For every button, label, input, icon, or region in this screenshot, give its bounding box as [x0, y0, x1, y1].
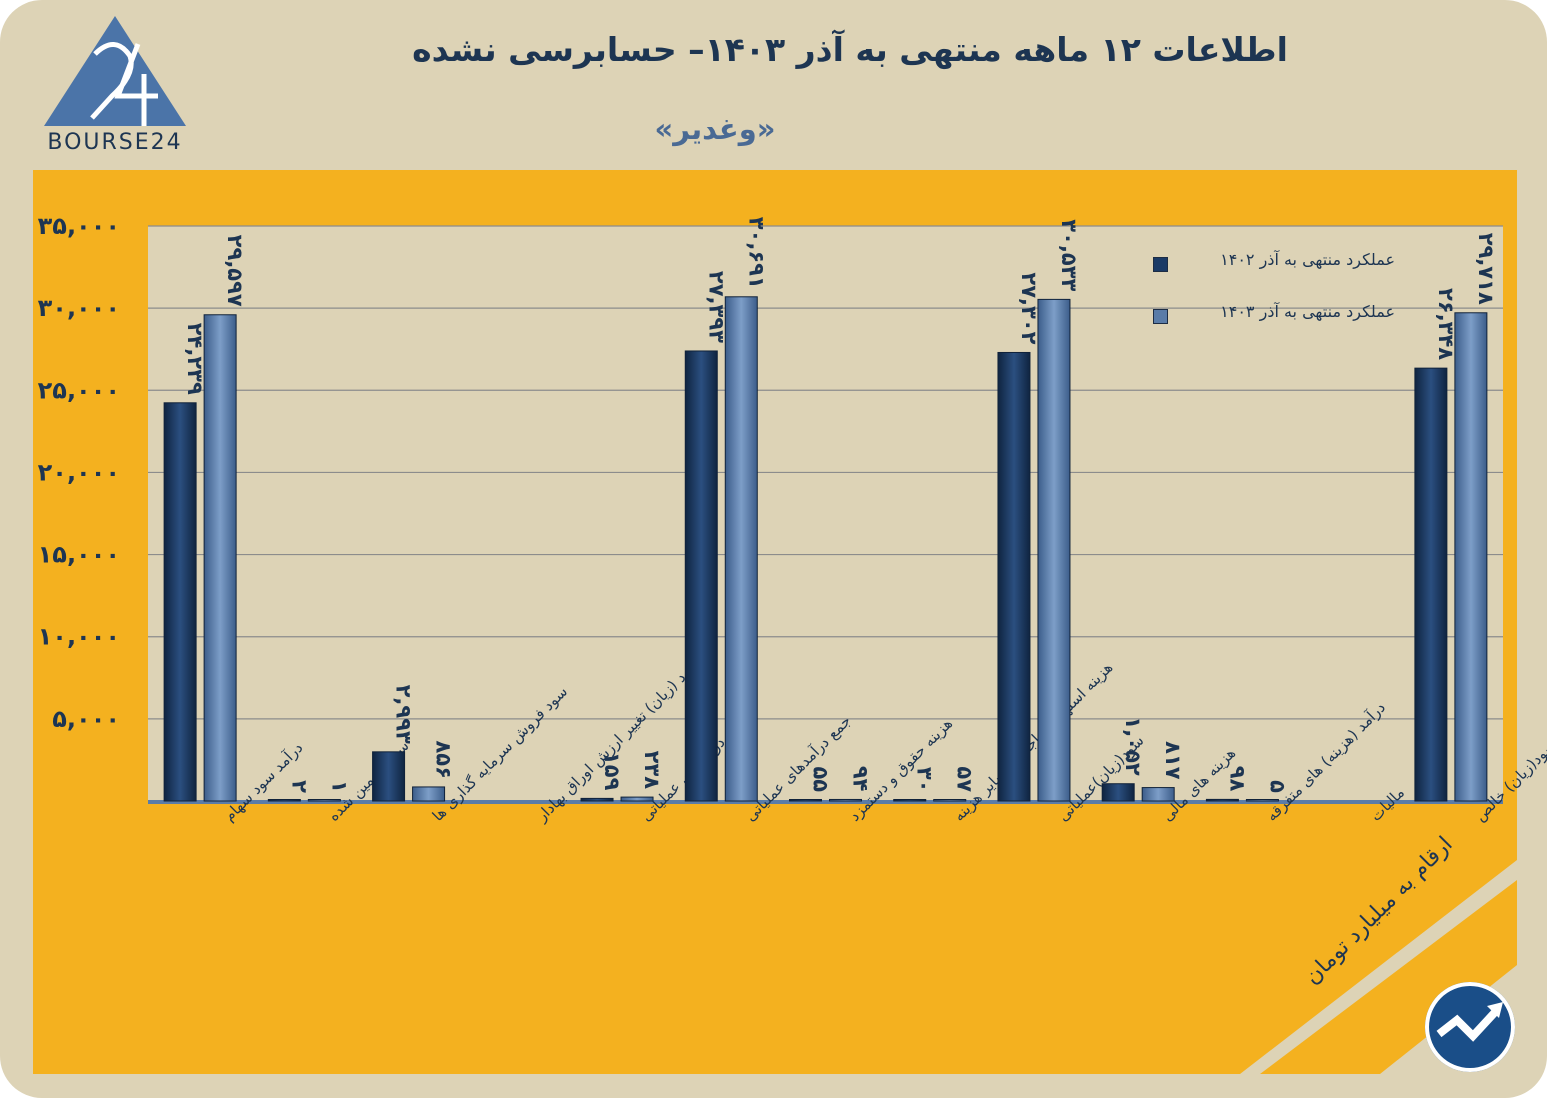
bar-series-2: [829, 798, 862, 802]
data-label-series-1: ۲۶,۳۴۸: [1434, 288, 1458, 360]
trend-badge-icon: [1425, 982, 1515, 1072]
y-tick-label: ۲۵,۰۰۰: [38, 376, 120, 404]
y-tick-label: ۳۵,۰۰۰: [38, 212, 120, 240]
data-label-series-1: ۹۸: [1225, 766, 1249, 792]
bar-series-2: [620, 796, 654, 802]
bar-series-2: [724, 296, 758, 802]
y-tick-label: ۱۰,۰۰۰: [38, 623, 120, 651]
chart-legend: عملکرد منتهی به آذر ۱۴۰۲ عملکرد منتهی به…: [1150, 248, 1395, 352]
data-label-series-1: ۲۷,۳۹۳: [704, 271, 728, 343]
data-label-series-1: ۲۴,۲۳۹: [183, 323, 207, 395]
bar-series-1: [684, 350, 718, 802]
legend-label-series-2: عملکرد منتهی به آذر ۱۴۰۳: [1220, 302, 1395, 321]
bar-series-2: [1037, 298, 1071, 802]
plot-area: [148, 226, 1503, 801]
data-label-series-2: ۸۱۷: [1161, 741, 1185, 780]
data-label-series-2: ۱: [327, 780, 351, 793]
bar-series-2: [307, 799, 341, 802]
bar-series-1: [267, 799, 301, 802]
data-label-series-2: ۲۳۸: [640, 751, 664, 790]
data-label-series-1: ۲,۹۹۳: [392, 685, 416, 744]
data-label-series-1: ۳۰: [913, 767, 937, 793]
bar-series-1: [1101, 783, 1135, 802]
data-label-series-2: ۹۴: [849, 766, 873, 792]
bar-series-2: [1454, 312, 1488, 802]
bourse24-logo-icon: [44, 16, 186, 126]
data-label-series-1: ۱۵۹: [600, 752, 624, 791]
trend-arrow-icon: [1436, 1002, 1503, 1042]
legend-label-series-1: عملکرد منتهی به آذر ۱۴۰۲: [1220, 250, 1395, 269]
bar-series-1: [580, 797, 614, 802]
data-label-series-2: ۳۰,۶۹۱: [744, 217, 768, 289]
legend-item-series-1: عملکرد منتهی به آذر ۱۴۰۲: [1150, 248, 1395, 278]
bar-series-1: [372, 751, 406, 802]
data-label-series-2: ۵: [1265, 780, 1289, 793]
bar-series-2: [1141, 787, 1175, 802]
data-label-series-2: ۲۹,۵۹۷: [223, 235, 247, 307]
chart-subtitle: «وغدیر»: [654, 112, 776, 146]
data-label-series-2: ۸۵۶: [432, 740, 456, 778]
y-tick-label: ۲۰,۰۰۰: [38, 458, 120, 486]
bar-series-1: [1205, 798, 1239, 802]
y-tick-label: ۳۰,۰۰۰: [38, 294, 120, 322]
bar-series-1: [893, 799, 927, 802]
logo-text: BOURSE24: [47, 130, 183, 155]
bar-series-2: [933, 799, 967, 802]
data-label-series-1: ۵۵: [809, 766, 833, 792]
data-label-series-1: ۱,۰۵۲: [1121, 716, 1145, 775]
data-label-series-2: ۳۰,۵۳۳: [1057, 219, 1081, 291]
y-tick-label: ۵,۰۰۰: [52, 705, 120, 733]
data-label-series-1: ۲۷,۳۰۲: [1017, 272, 1041, 344]
data-label-series-2: ۲۹,۷۱۸: [1474, 233, 1498, 305]
data-label-series-1: ۲: [287, 780, 311, 793]
data-label-series-2: ۵۷: [953, 766, 977, 792]
bar-series-2: [1245, 799, 1279, 802]
bar-series-2: [203, 314, 237, 802]
legend-swatch-series-2: [1153, 309, 1168, 324]
legend-item-series-2: عملکرد منتهی به آذر ۱۴۰۳: [1150, 300, 1395, 330]
chart-title: اطلاعات ۱۲ ماهه منتهی به آذر ۱۴۰۳– حسابر…: [412, 30, 1288, 69]
bar-series-1: [163, 402, 197, 802]
y-tick-label: ۱۵,۰۰۰: [38, 541, 120, 569]
bar-series-1: [789, 799, 822, 802]
bar-series-1: [997, 351, 1031, 802]
bar-series-2: [412, 786, 446, 802]
bar-series-1: [1414, 367, 1448, 802]
legend-swatch-series-1: [1153, 257, 1168, 272]
